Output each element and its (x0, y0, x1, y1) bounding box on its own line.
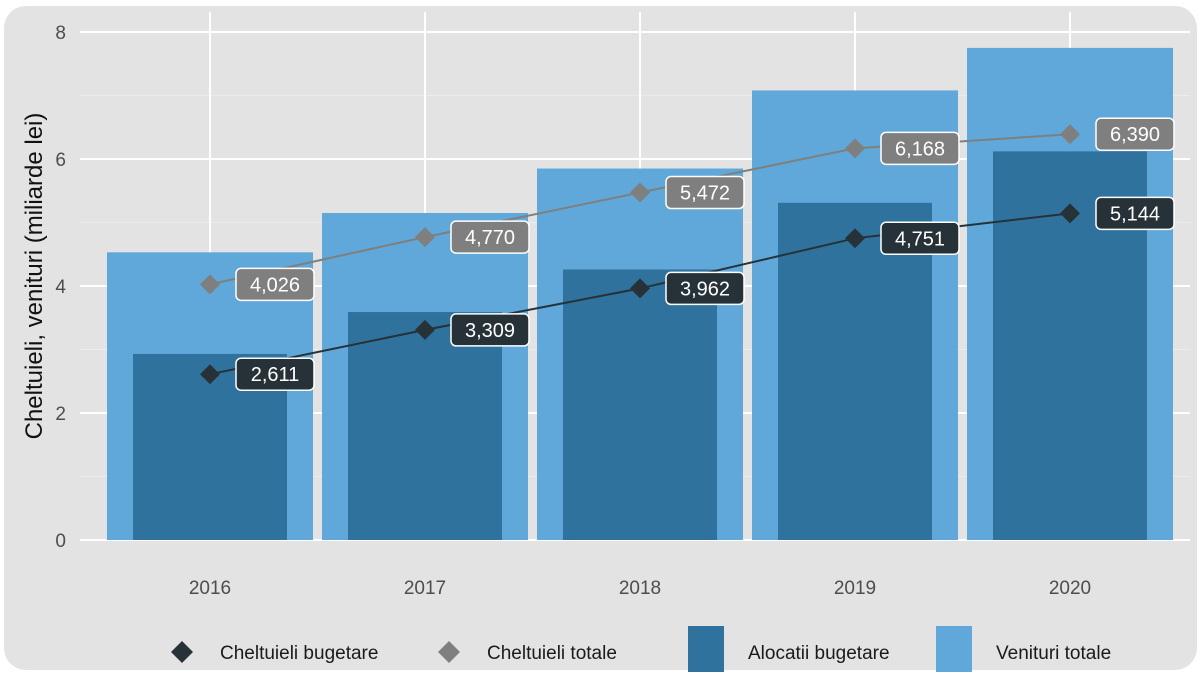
y-tick-label: 2 (55, 404, 66, 425)
data-label: 6,168 (895, 138, 945, 160)
y-tick-label: 0 (55, 531, 66, 552)
bar-alocatii-bugetare (563, 269, 717, 540)
point-cheltuieli-totale (415, 227, 435, 248)
y-tick-label: 4 (55, 277, 66, 298)
x-tick-label: 2020 (1049, 578, 1091, 599)
data-label: 5,144 (1110, 203, 1160, 225)
data-label-box (1095, 117, 1175, 151)
data-label-box (450, 313, 530, 347)
data-label-box (665, 271, 745, 306)
data-label: 4,026 (250, 274, 300, 296)
legend-key-venituri-totale (936, 626, 972, 677)
legend-label: Cheltuieli bugetare (220, 643, 378, 664)
point-cheltuieli-totale (630, 182, 650, 203)
x-tick-label: 2017 (404, 578, 446, 599)
legend-label: Venituri totale (996, 643, 1111, 664)
data-label-box (235, 357, 315, 391)
data-label-box (1095, 196, 1175, 231)
legend-key-cheltuieli-totale (438, 641, 460, 663)
y-tick-label: 6 (55, 150, 66, 171)
point-cheltuieli-totale (200, 274, 220, 295)
x-tick-label: 2019 (834, 578, 876, 599)
lines: 4,026 4,770 5,472 6,168 6,390 2,611 3,309 3,962… (200, 117, 1175, 391)
point-cheltuieli-totale (845, 138, 865, 159)
legend-label: Cheltuieli totale (487, 643, 617, 664)
data-label: 4,770 (465, 227, 515, 249)
data-label: 3,962 (680, 278, 730, 300)
data-label: 5,472 (680, 183, 730, 205)
data-label-box (665, 175, 745, 210)
point-cheltuieli-bugetare (1060, 203, 1080, 224)
data-label-box (880, 131, 960, 166)
ticks: 0 2 4 6 8 2016 2017 2018 2019 2020 (55, 23, 1091, 599)
data-label-box (235, 267, 315, 302)
data-label: 4,751 (895, 228, 945, 250)
data-label-box (880, 221, 960, 256)
point-cheltuieli-bugetare (630, 278, 650, 299)
data-label-box (450, 220, 530, 254)
y-tick-label: 8 (55, 23, 66, 44)
x-tick-label: 2018 (619, 578, 661, 599)
legend-label: Alocatii bugetare (748, 643, 890, 664)
y-axis-label: Cheltuieli, venituri (miliarde lei) (21, 113, 48, 440)
point-cheltuieli-bugetare (200, 364, 220, 385)
data-label: 2,611 (251, 364, 300, 386)
point-cheltuieli-bugetare (415, 319, 435, 340)
bar-alocatii-bugetare (348, 312, 502, 540)
legend-key-cheltuieli-bugetare (171, 641, 193, 663)
legend-key-alocatii-bugetare (688, 626, 724, 677)
data-label: 3,309 (465, 320, 515, 342)
point-cheltuieli-bugetare (845, 228, 865, 249)
x-tick-label: 2016 (189, 578, 231, 599)
point-cheltuieli-totale (1060, 124, 1080, 145)
bar-alocatii-bugetare (778, 202, 932, 540)
data-label: 6,390 (1110, 124, 1160, 146)
legend: Cheltuieli bugetare Cheltuieli totale Aloc… (171, 626, 1111, 677)
